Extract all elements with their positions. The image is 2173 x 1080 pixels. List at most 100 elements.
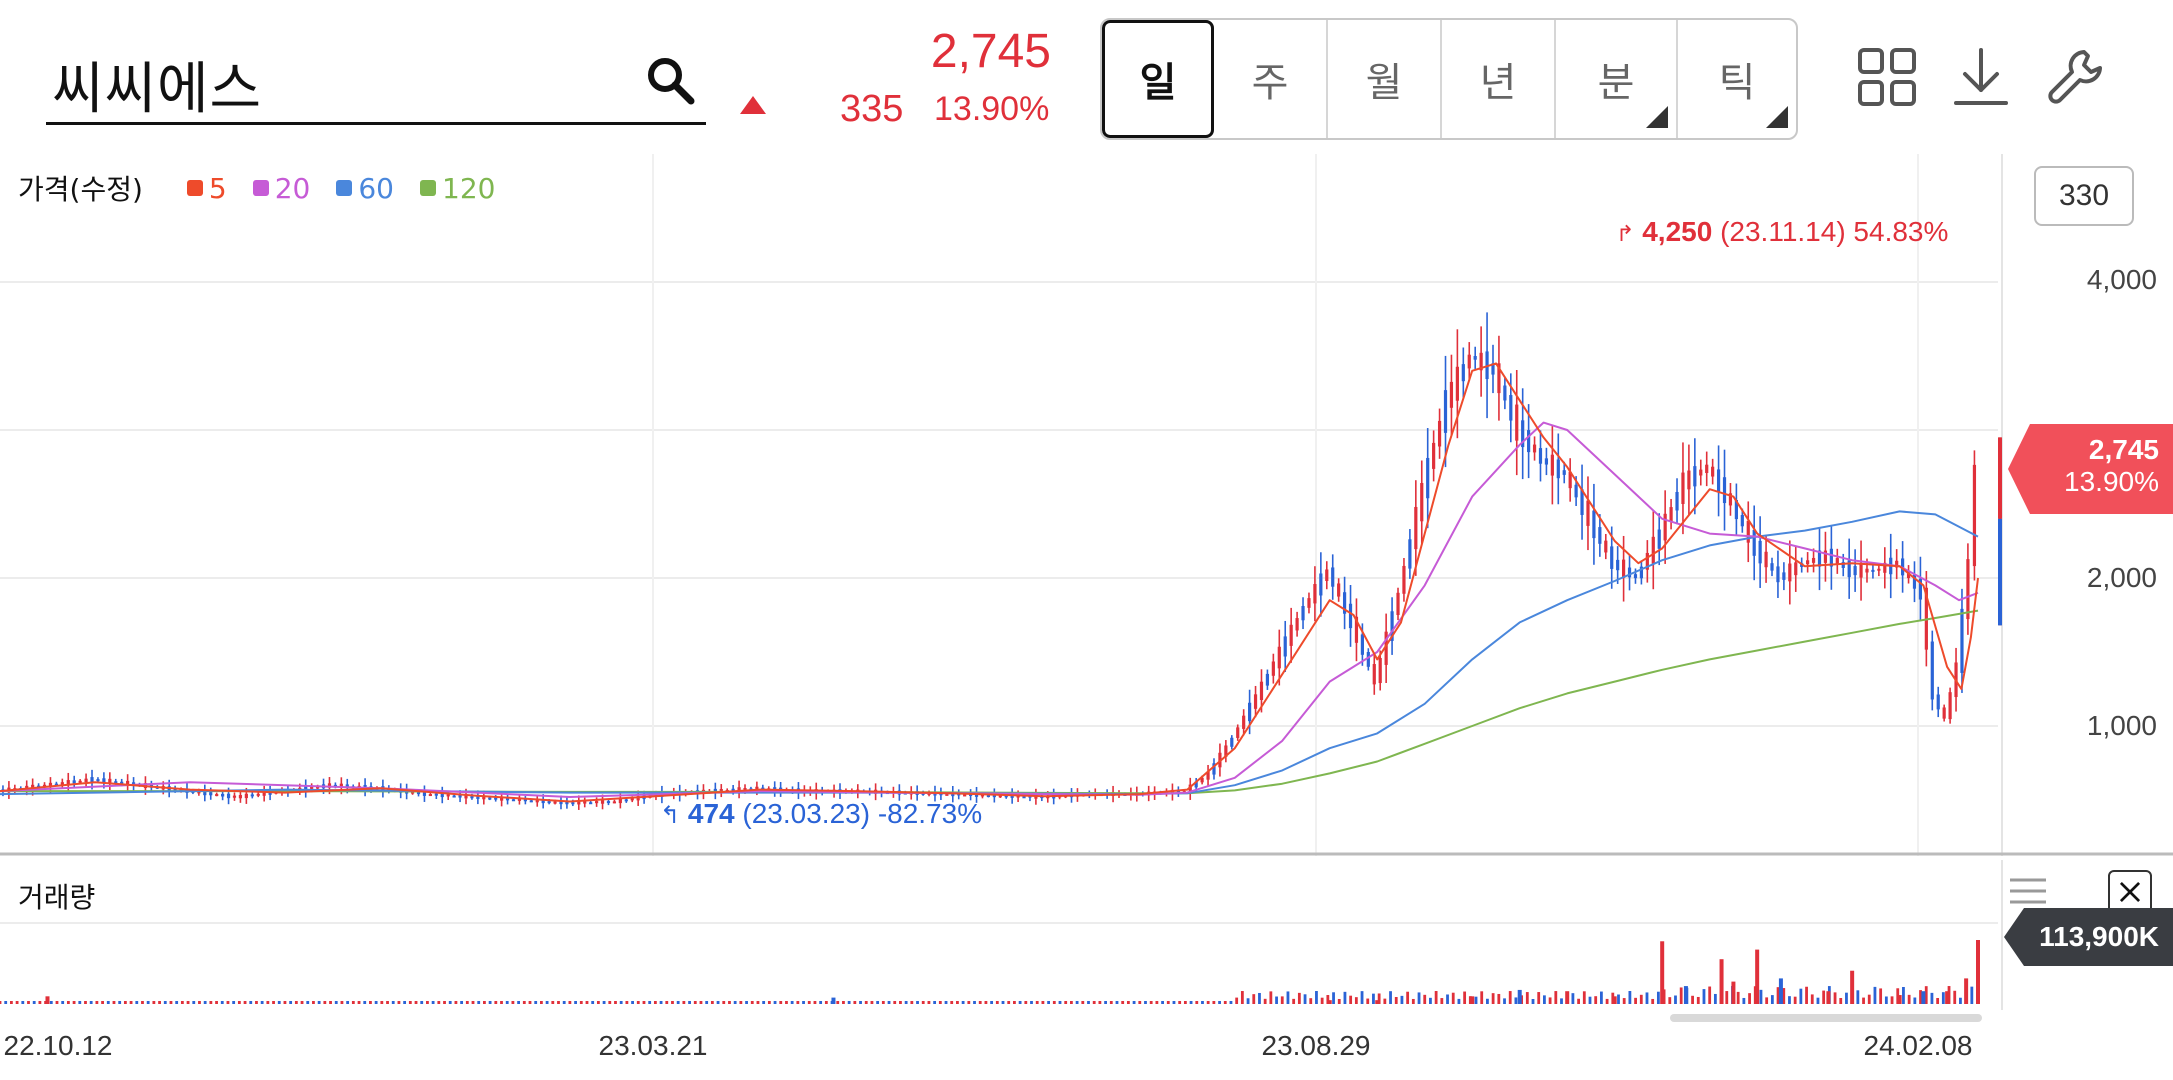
volume-bar (1223, 1001, 1227, 1004)
candle-body (1360, 634, 1364, 655)
volume-bar (1628, 991, 1632, 1004)
volume-bar (408, 1001, 412, 1004)
candle-body (1835, 558, 1839, 565)
legend-item-ma5[interactable]: 5 (186, 172, 227, 205)
period-day-button[interactable]: 일 (1102, 20, 1214, 138)
volume-bar (1132, 1001, 1136, 1004)
volume-bar (1782, 988, 1786, 1004)
candle-body (84, 778, 88, 783)
candle-body (1716, 469, 1721, 493)
candle-body (458, 794, 462, 798)
candle-body (1580, 489, 1584, 515)
price-chart[interactable] (0, 154, 2173, 856)
volume-bar (443, 1001, 446, 1004)
volume-bar (1372, 993, 1375, 1004)
candle-body (90, 777, 94, 783)
volume-bar (1138, 1001, 1142, 1004)
volume-bar (1172, 1001, 1176, 1004)
candle-body (1515, 404, 1519, 441)
candle-body (102, 778, 106, 783)
volume-bar (1582, 991, 1586, 1004)
period-tick-button[interactable]: 틱 (1678, 20, 1796, 138)
candle-body (1764, 551, 1768, 568)
y-tick-label: 2,000 (2086, 562, 2157, 593)
volume-chart[interactable] (0, 860, 2173, 1010)
volume-bar (369, 1001, 372, 1004)
grid-icon[interactable] (1856, 46, 1918, 108)
volume-bar (785, 1001, 788, 1004)
candle-body (1194, 781, 1198, 788)
volume-bar (1480, 991, 1484, 1004)
volume-bar (1736, 991, 1740, 1004)
search-icon[interactable] (644, 54, 696, 106)
volume-bar (1548, 997, 1552, 1004)
menu-icon[interactable] (2008, 876, 2048, 906)
volume-bar (1930, 992, 1934, 1004)
stock-search-field[interactable]: 씨씨에스 (46, 38, 706, 125)
volume-bar (1503, 998, 1506, 1004)
candle-body (1841, 562, 1845, 568)
wrench-icon[interactable] (2044, 46, 2106, 108)
candle-body (1942, 707, 1946, 719)
candle-body (226, 793, 231, 799)
period-minute-button[interactable]: 분 (1556, 20, 1678, 138)
volume-bar (106, 1001, 110, 1004)
volume-bar (27, 1001, 30, 1004)
volume-bar (1543, 995, 1546, 1004)
volume-bar (864, 1001, 868, 1004)
candle-body (1414, 506, 1418, 550)
legend-item-ma120[interactable]: 120 (420, 172, 495, 205)
candle-body (1859, 563, 1863, 578)
candle-body (1568, 471, 1572, 489)
ma-line-ma5 (0, 362, 1979, 803)
candle-count-button[interactable]: 330 (2034, 166, 2134, 226)
candle-body (1283, 636, 1287, 657)
candle-body (565, 801, 569, 805)
volume-bar (1674, 995, 1677, 1004)
candle-body (1004, 795, 1008, 798)
volume-bar (1463, 991, 1467, 1004)
candle-body (203, 790, 207, 796)
candle-body (1307, 598, 1311, 608)
volume-bar (465, 1001, 469, 1004)
volume-bar (329, 1001, 332, 1004)
candle-body (1426, 457, 1430, 499)
period-month-button[interactable]: 월 (1328, 20, 1442, 138)
candle-body (1823, 550, 1828, 563)
download-icon[interactable] (1950, 46, 2012, 108)
candle-body (1372, 664, 1376, 685)
stock-name[interactable]: 씨씨에스 (52, 57, 263, 122)
candle-body (500, 796, 504, 801)
volume-bar (186, 1001, 190, 1004)
volume-value-tag: 113,900K (2004, 908, 2173, 966)
chart-scrollbar[interactable] (1670, 1014, 1982, 1022)
candle-body (238, 795, 243, 799)
legend-item-ma20[interactable]: 20 (252, 172, 310, 205)
volume-bar (1263, 998, 1267, 1004)
candle-body (1259, 681, 1264, 701)
candle-body (488, 797, 492, 800)
volume-bar (562, 1001, 566, 1004)
volume-spike-bar (1517, 989, 1522, 1004)
volume-spike-bar (45, 996, 50, 1004)
period-week-button[interactable]: 주 (1214, 20, 1328, 138)
volume-bar (317, 1001, 321, 1004)
volume-bar (1400, 995, 1404, 1004)
candle-body (1253, 694, 1258, 709)
candle-body (1432, 442, 1436, 469)
volume-bar (1765, 997, 1769, 1004)
volume-bar (1708, 986, 1712, 1004)
volume-bar (32, 1001, 36, 1004)
candle-body (511, 799, 516, 802)
volume-bar (1092, 1001, 1096, 1004)
volume-bar (1594, 996, 1598, 1004)
volume-bar (1030, 1001, 1033, 1004)
period-year-button[interactable]: 년 (1442, 20, 1556, 138)
legend-item-ma60[interactable]: 60 (336, 172, 394, 205)
candle-body (1740, 515, 1744, 527)
volume-spike-bar (1375, 1000, 1380, 1004)
candle-body (1331, 567, 1335, 587)
volume-bar (1411, 998, 1415, 1004)
volume-spike-bar (1945, 991, 1950, 1004)
volume-bar (767, 1001, 771, 1004)
